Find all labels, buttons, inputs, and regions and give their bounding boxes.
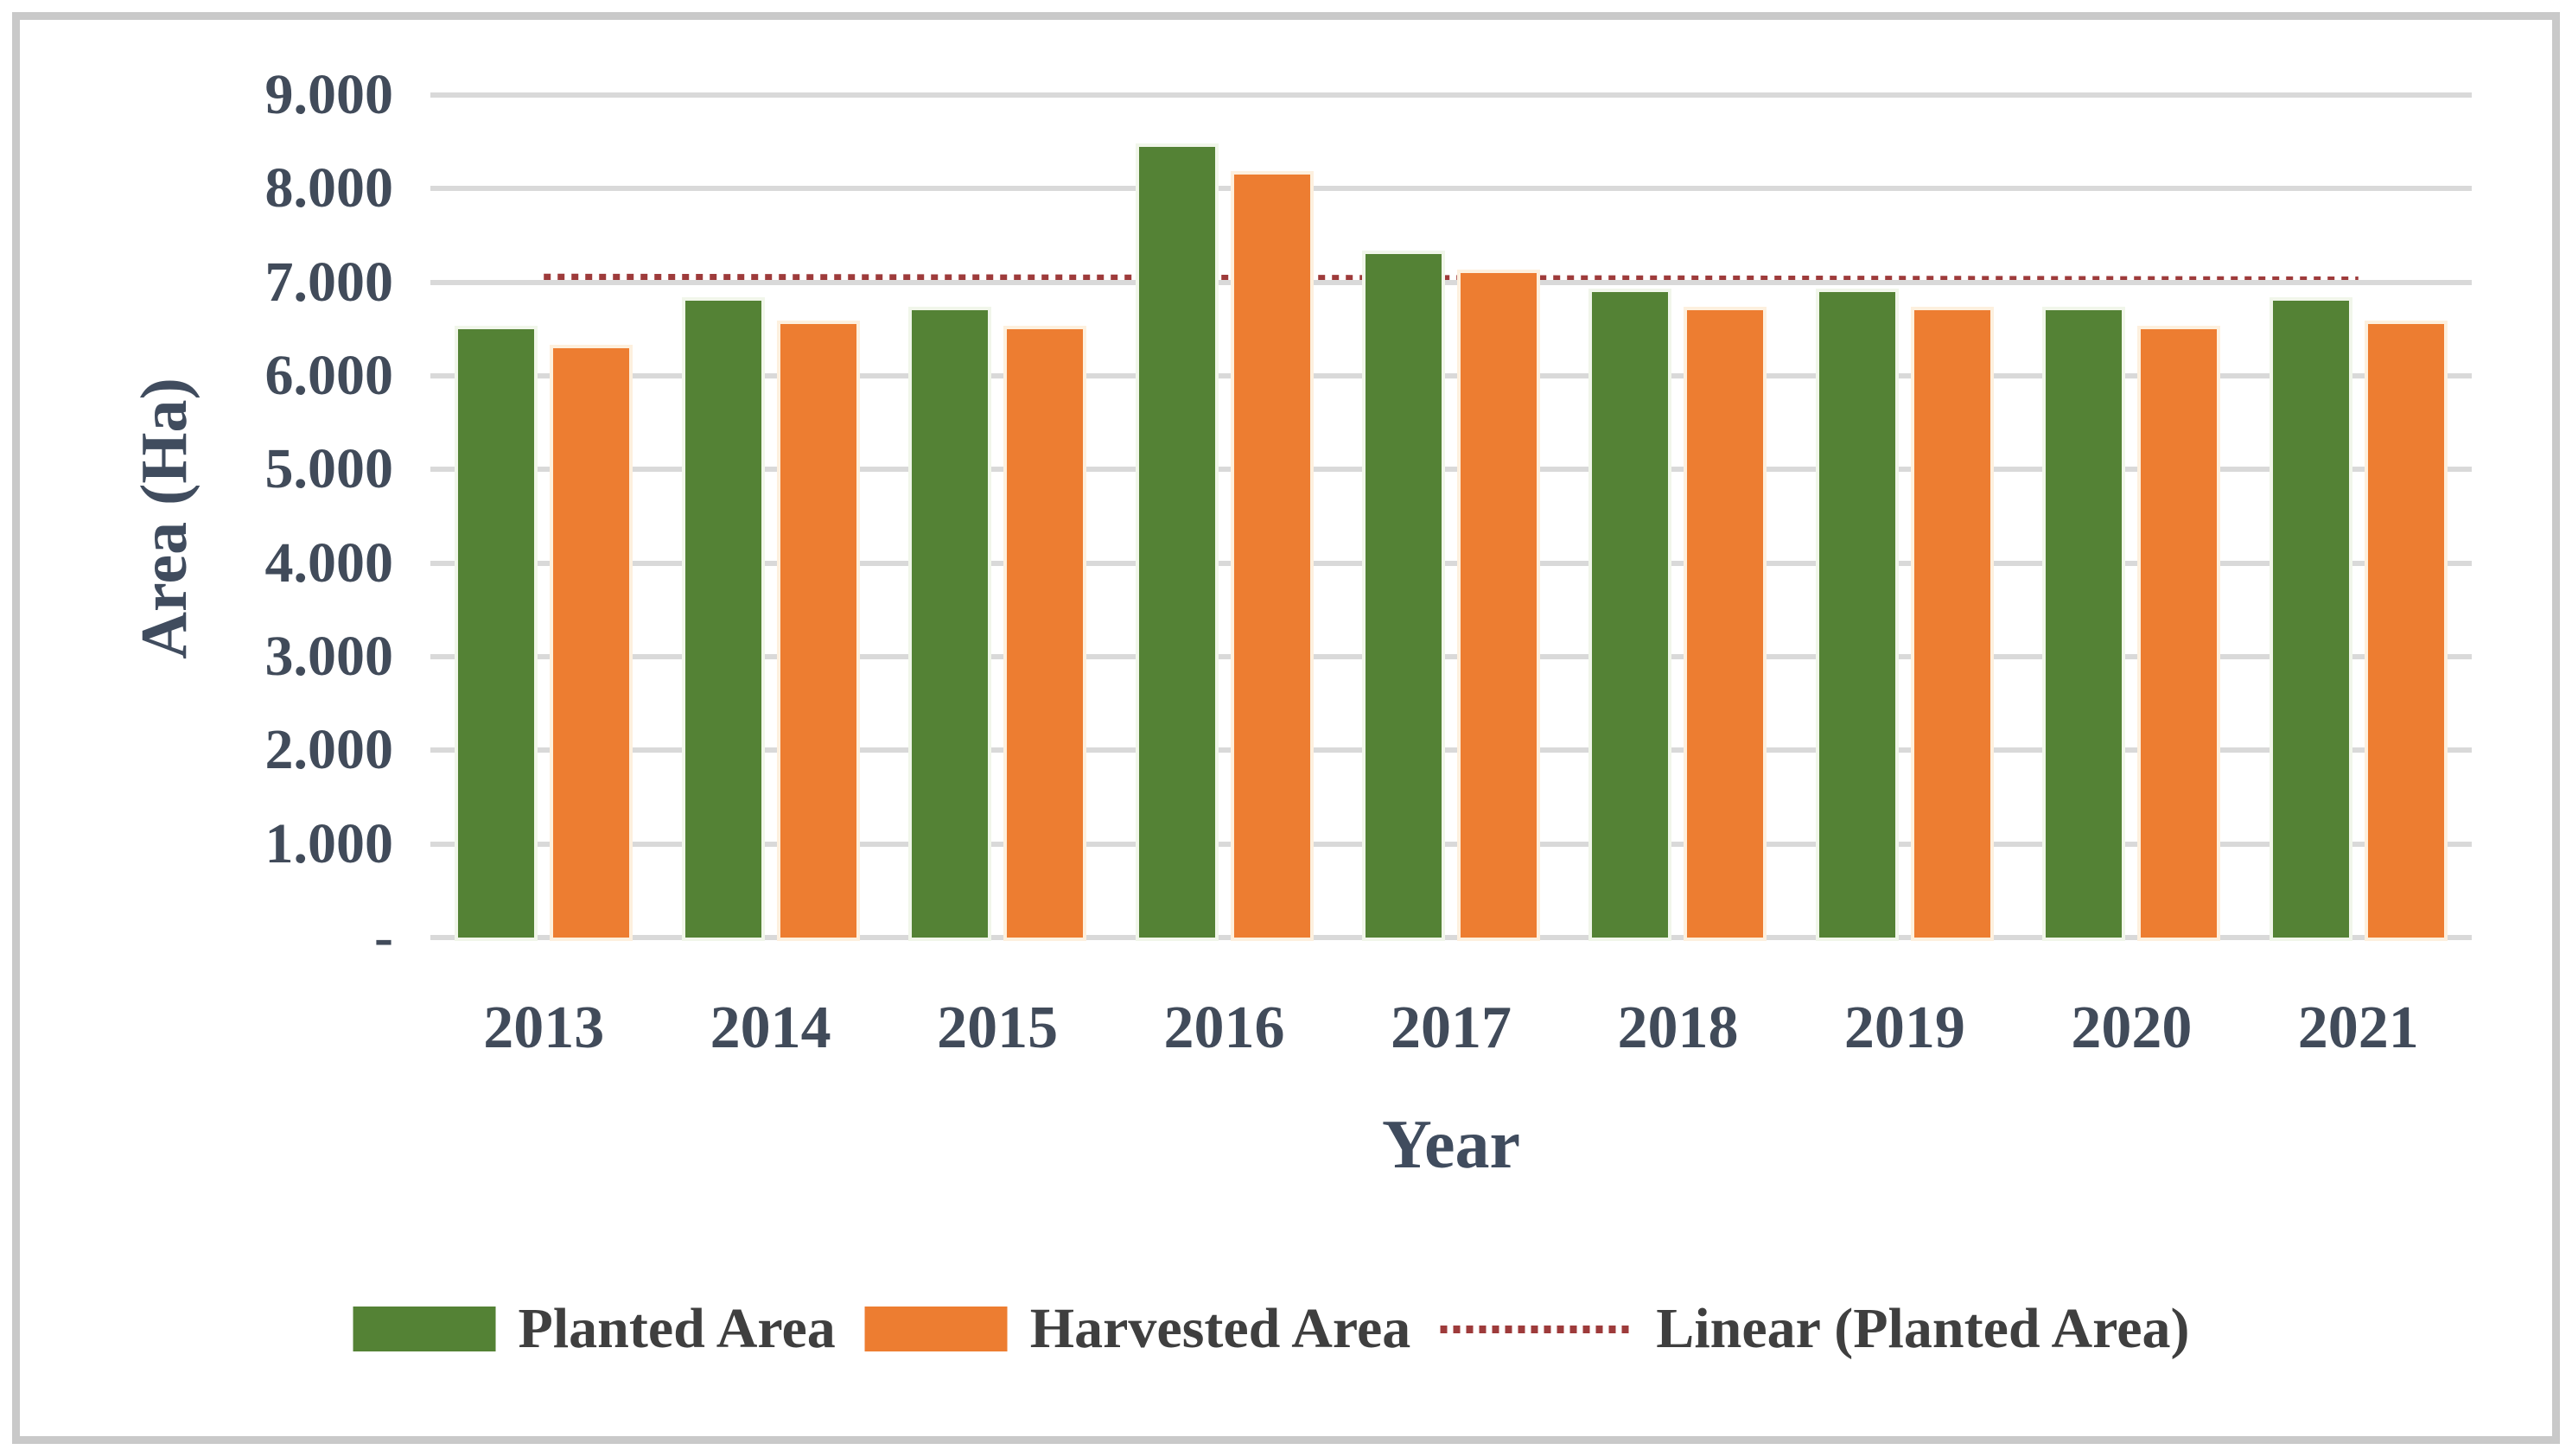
x-tick-label-2014: 2014: [710, 995, 831, 1061]
x-tick-label-2016: 2016: [1163, 995, 1285, 1061]
bar-planted-2013: [458, 328, 535, 938]
bar-harvested-2016: [1233, 175, 1310, 938]
bar-planted-2020: [2046, 310, 2123, 938]
gridline-3000: [430, 654, 2472, 659]
x-axis-title: Year: [1382, 1107, 1520, 1183]
bar-harvested-2014: [780, 324, 856, 938]
x-tick-label-2018: 2018: [1617, 995, 1739, 1061]
gridline-6000: [430, 373, 2472, 378]
x-tick-label-2013: 2013: [483, 995, 605, 1061]
y-tick-label: 8.000: [264, 156, 394, 220]
bar-harvested-2018: [1687, 310, 1764, 938]
gridline-9000: [430, 92, 2472, 98]
y-tick-label: 6.000: [264, 344, 394, 407]
bar-planted-2021: [2272, 301, 2349, 938]
y-axis-title: Area (Ha): [128, 378, 201, 659]
gridline-4000: [430, 560, 2472, 566]
bar-planted-2017: [1366, 254, 1442, 938]
bar-planted-2018: [1592, 291, 1669, 938]
gridline-7000: [430, 279, 2472, 285]
legend-label-planted-area: Planted Area: [518, 1297, 836, 1360]
bar-planted-2015: [912, 310, 989, 938]
bar-planted-2019: [1818, 291, 1895, 938]
y-tick-label: 7.000: [264, 250, 394, 314]
x-tick-label-2021: 2021: [2297, 995, 2419, 1061]
bar-harvested-2021: [2367, 324, 2444, 938]
gridline-0: [430, 935, 2472, 940]
x-tick-label-2015: 2015: [937, 995, 1059, 1061]
y-tick-label: 5.000: [264, 437, 394, 501]
bar-harvested-2013: [553, 347, 630, 938]
x-tick-label-2017: 2017: [1391, 995, 1512, 1061]
y-tick-label: 3.000: [264, 625, 394, 688]
y-tick-label: 2.000: [264, 718, 394, 782]
bar-planted-2014: [684, 301, 761, 938]
bar-harvested-2017: [1461, 272, 1537, 938]
y-tick-label: 4.000: [264, 531, 394, 594]
y-tick-label: 1.000: [264, 811, 394, 875]
legend: Planted Area Harvested Area Linear (Plan…: [353, 1300, 2219, 1357]
bar-harvested-2020: [2141, 328, 2218, 938]
legend-swatch-linear-trendline: [1440, 1325, 1631, 1333]
bar-harvested-2019: [1913, 310, 1990, 938]
gridline-1000: [430, 841, 2472, 847]
y-tick-label: -: [374, 906, 393, 969]
gridline-8000: [430, 186, 2472, 192]
bar-harvested-2015: [1007, 328, 1084, 938]
gridline-5000: [430, 467, 2472, 473]
legend-swatch-harvested-area: [864, 1307, 1008, 1351]
legend-label-harvested-area: Harvested Area: [1029, 1297, 1411, 1360]
x-tick-label-2020: 2020: [2071, 995, 2193, 1061]
legend-label-linear-trendline: Linear (Planted Area): [1656, 1297, 2190, 1360]
y-tick-label: 9.000: [264, 63, 394, 126]
bar-planted-2016: [1138, 146, 1215, 938]
legend-swatch-planted-area: [353, 1307, 496, 1351]
gridline-2000: [430, 747, 2472, 753]
x-tick-label-2019: 2019: [1843, 995, 1965, 1061]
